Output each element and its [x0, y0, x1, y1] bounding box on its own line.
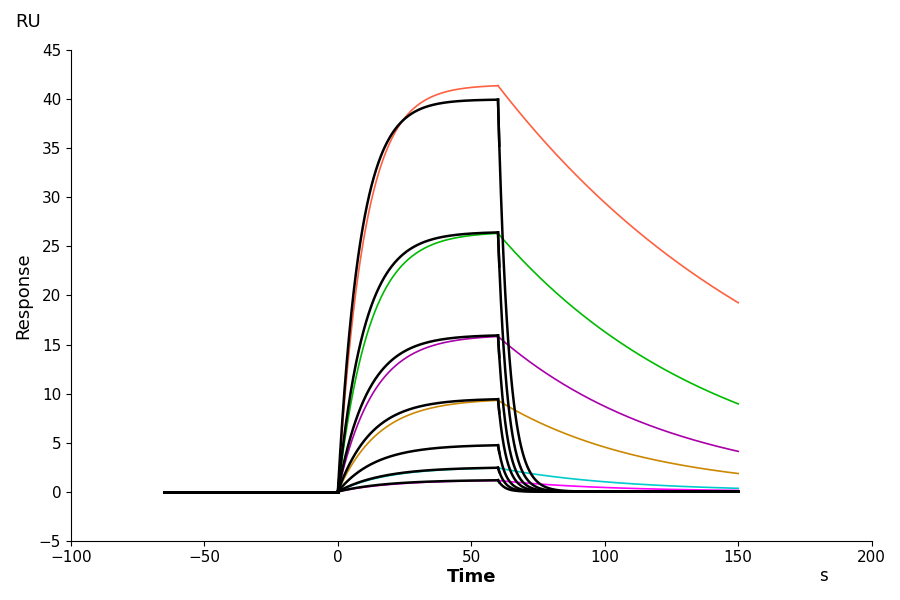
Text: RU: RU [15, 13, 40, 31]
Text: s: s [819, 567, 828, 585]
X-axis label: Time: Time [446, 568, 496, 586]
Y-axis label: Response: Response [14, 252, 32, 339]
